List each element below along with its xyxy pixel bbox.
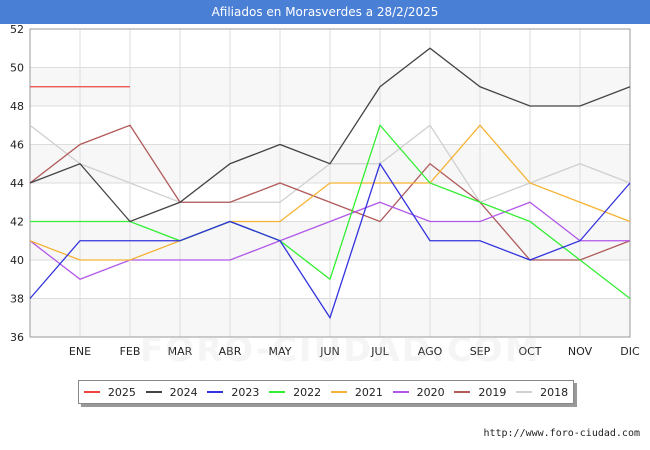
legend-item-2023: 2023 [207,386,259,399]
series-line-2021 [29,124,631,261]
x-tick-label: JUN [319,345,340,358]
legend-item-2021: 2021 [330,385,383,399]
legend-item-2019: 2019 [454,386,506,399]
x-tick-label: AGO [418,345,443,358]
legend-swatch [269,391,286,393]
x-tick-label: FEB [120,345,141,358]
x-tick-label: MAR [168,345,193,358]
legend-label: 2018 [540,385,569,399]
y-tick-label: 50 [10,62,24,75]
y-tick-label: 44 [10,177,24,190]
y-tick-label: 52 [10,23,24,36]
x-tick-label: SEP [470,345,491,358]
legend-item-2018: 2018 [516,386,568,399]
legend-label: 2021 [354,385,383,399]
legend-item-2025: 2025 [83,385,136,399]
legend-item-2024: 2024 [145,385,198,399]
legend-swatch [207,391,224,393]
legend-swatch [516,391,533,393]
x-tick-label: ABR [219,345,242,358]
legend-swatch [454,391,471,393]
x-tick-label: DIC [620,345,640,358]
legend-swatch [392,391,409,393]
series-line-2024 [29,47,631,223]
series-line-2023 [29,162,631,320]
y-tick-label: 40 [10,254,24,267]
legend-label: 2019 [478,385,507,399]
x-tick-label: JUL [370,345,389,358]
legend-item-2022: 2022 [269,386,321,399]
y-tick-label: 46 [10,139,24,152]
x-tick-label: OCT [518,345,541,358]
watermark: FORO-CIUDAD.COM [140,330,541,370]
legend-swatch [330,391,347,393]
y-tick-label: 38 [10,293,24,306]
source-url[interactable]: http://www.foro-ciudad.com [483,428,640,439]
legend-swatch [83,391,100,393]
x-tick-label: MAY [269,345,292,358]
legend-label: 2022 [293,385,322,399]
legend-label: 2020 [416,385,445,399]
y-tick-label: 42 [10,216,24,229]
x-tick-label: ENE [69,345,91,358]
y-tick-label: 36 [10,331,24,344]
legend-item-2020: 2020 [392,385,445,399]
legend-label: 2024 [169,385,198,399]
legend-label: 2025 [107,385,136,399]
legend: 2025 2024 2023 2022 2021 2020 2019 2018 [78,380,574,404]
chart-title: Afiliados en Morasverdes a 28/2/2025 [0,0,650,24]
legend-swatch [145,391,162,393]
legend-label: 2023 [231,385,260,399]
x-tick-label: NOV [568,345,593,358]
y-tick-label: 48 [10,100,24,113]
